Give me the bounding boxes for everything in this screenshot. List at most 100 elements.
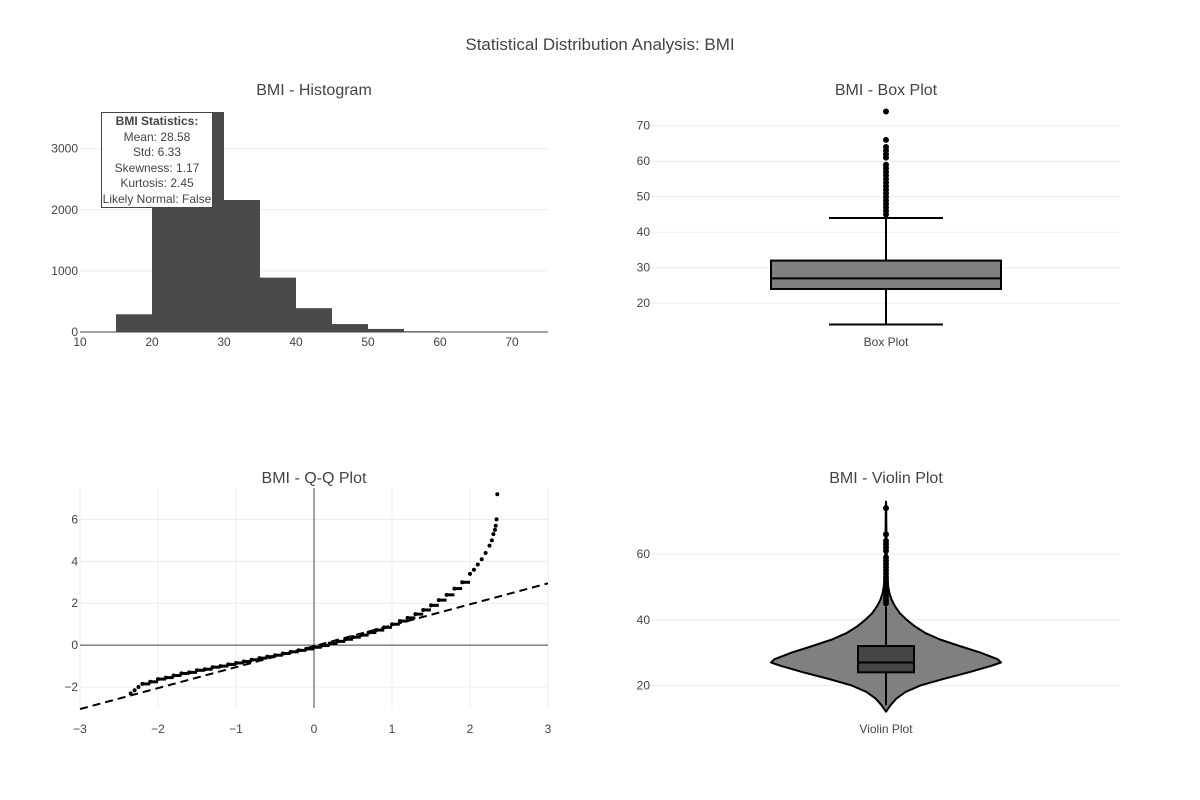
histogram-x-tick-label: 30 — [217, 335, 231, 349]
qq-plot-point — [171, 673, 176, 678]
histogram-y-tick-label: 3000 — [51, 142, 78, 156]
violin-plot-y-tick-label: 40 — [637, 613, 651, 627]
qq-plot-point — [397, 619, 402, 624]
qq-plot-point — [444, 592, 449, 597]
qq-plot-point — [343, 637, 348, 642]
qq-plot-point — [273, 653, 277, 658]
qq-plot-point — [288, 649, 293, 654]
box-plot-panel: BMI - Box Plot 20 30 40 50 60 70 Box Plot — [637, 82, 1120, 349]
box-plot-y-tick-label: 50 — [637, 190, 651, 204]
box-plot-outlier-point — [883, 161, 889, 168]
qq-plot-y-tick-label: 4 — [71, 554, 78, 568]
histogram-bar — [296, 308, 332, 332]
figure-title: Statistical Distribution Analysis: BMI — [465, 35, 734, 54]
qq-plot-point — [382, 625, 387, 630]
qq-plot-point — [436, 598, 441, 603]
qq-plot-point — [234, 660, 238, 665]
box-plot-y-tick-label: 60 — [637, 154, 651, 168]
qq-plot-point — [210, 665, 215, 670]
box-plot-outlier-point — [883, 144, 889, 151]
histogram-title: BMI - Histogram — [256, 82, 372, 99]
box-plot-y-tick-label: 70 — [637, 119, 651, 133]
histogram-bar — [332, 324, 368, 332]
box-plot-y-tick-label: 30 — [637, 261, 651, 275]
qq-plot-point — [156, 677, 160, 682]
histogram-bar — [260, 277, 296, 332]
violin-plot-y-tick-label: 20 — [637, 678, 651, 692]
qq-plot-point — [265, 654, 270, 659]
qq-plot-x-tick-label: 2 — [467, 722, 474, 736]
qq-plot-x-tick-label: 3 — [545, 722, 552, 736]
qq-plot-point — [280, 651, 285, 656]
qq-plot-point — [429, 603, 433, 608]
statistics-kurtosis: Kurtosis: 2.45 — [120, 176, 194, 190]
qq-plot-point — [452, 586, 457, 591]
qq-plot-point — [128, 691, 133, 696]
box-plot-y-tick-label: 20 — [637, 296, 651, 310]
qq-plot-point — [493, 523, 498, 528]
violin-plot-category-label: Violin Plot — [859, 722, 913, 736]
qq-plot-point — [312, 645, 316, 650]
statistics-annotation: BMI Statistics: Mean: 28.58 Std: 6.33 Sk… — [101, 112, 213, 208]
qq-plot-point — [495, 492, 500, 497]
qq-plot-point — [468, 571, 472, 576]
statistics-header: BMI Statistics: — [115, 114, 199, 128]
violin-plot-outlier-point — [883, 537, 889, 544]
qq-plot-x-tick-label: 1 — [389, 722, 396, 736]
qq-plot-point — [475, 562, 480, 567]
qq-plot-point — [492, 527, 497, 532]
qq-plot-x-tick-label: 0 — [311, 722, 318, 736]
box-plot-y-tick-label: 40 — [637, 225, 651, 239]
histogram-y-tick-label: 2000 — [51, 203, 78, 217]
box-plot-outlier-point — [883, 108, 889, 115]
qq-plot-y-tick-label: −2 — [64, 680, 78, 694]
box-plot-box — [770, 259, 1002, 290]
qq-plot-point — [187, 670, 192, 675]
qq-plot-point — [479, 557, 484, 562]
qq-plot-point — [179, 671, 184, 676]
statistics-mean: Mean: 28.58 — [123, 129, 191, 144]
qq-plot-point — [132, 688, 137, 693]
qq-plot-y-tick-label: 6 — [71, 512, 78, 526]
qq-plot-point — [487, 543, 492, 548]
box-plot-title: BMI - Box Plot — [835, 82, 938, 99]
histogram-x-tick-label: 10 — [73, 335, 87, 349]
box-plot-outlier-point — [883, 136, 889, 143]
qq-plot-point — [327, 641, 332, 646]
violin-plot-outlier-point — [883, 505, 889, 512]
histogram-y-tick-label: 1000 — [51, 264, 78, 278]
qq-plot-point — [226, 662, 231, 667]
qq-plot-point — [249, 657, 254, 662]
qq-plot-panel: BMI - Q-Q Plot −2 0 2 4 6 −3 −2 −1 0 1 2 3 — [64, 470, 551, 736]
qq-plot-point — [460, 580, 465, 585]
histogram-bar — [368, 328, 404, 332]
qq-plot-title: BMI - Q-Q Plot — [262, 470, 367, 487]
qq-plot-point — [358, 633, 363, 638]
violin-plot-outlier-point — [883, 554, 889, 561]
violin-plot-inner-box — [857, 645, 915, 674]
qq-plot-point — [351, 635, 355, 640]
qq-plot-point — [494, 517, 499, 522]
violin-plot-y-tick-label: 60 — [637, 547, 651, 561]
qq-plot-point — [241, 659, 246, 664]
histogram-bar — [116, 314, 152, 332]
histogram-x-tick-label: 20 — [145, 335, 159, 349]
qq-plot-x-tick-label: −3 — [73, 722, 87, 736]
qq-plot-point — [366, 630, 371, 635]
qq-plot-point — [491, 532, 496, 537]
qq-plot-point — [335, 639, 340, 644]
histogram-y-tick-label: 0 — [71, 325, 78, 339]
qq-plot-point — [218, 664, 223, 669]
qq-plot-x-tick-label: −1 — [229, 722, 243, 736]
qq-plot-point — [471, 567, 476, 572]
qq-plot-point — [202, 667, 207, 672]
qq-plot-point — [390, 622, 394, 627]
violin-plot-outlier-point — [883, 531, 889, 538]
qq-plot-point — [296, 648, 301, 653]
qq-plot-point — [413, 612, 418, 617]
qq-plot-point — [257, 656, 262, 661]
qq-plot-point — [136, 685, 141, 690]
qq-plot-point — [163, 675, 168, 680]
qq-plot-point — [319, 643, 324, 648]
qq-plot-point — [374, 628, 379, 633]
